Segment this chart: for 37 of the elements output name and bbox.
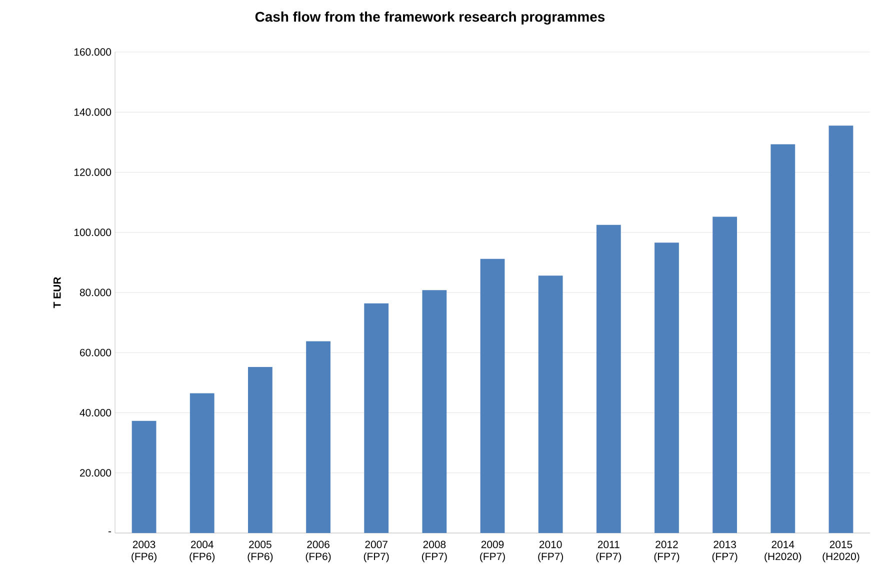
y-tick-label: 120.000 [74, 168, 112, 176]
x-tick-label: 2008 (FP7) [422, 540, 447, 562]
bar [190, 393, 214, 533]
bar [828, 126, 854, 533]
chart-title: Cash flow from the framework research programmes [255, 12, 605, 25]
y-tick-label: 160.000 [74, 48, 112, 56]
x-tick-label: 2012 (FP7) [654, 540, 680, 562]
x-tick-label: 2003 (FP6) [132, 540, 156, 562]
x-tick-label: 2014 (H2020) [764, 540, 802, 562]
bar [770, 144, 796, 533]
bar [422, 290, 447, 533]
bar [364, 303, 389, 533]
y-tick-label: 80.000 [80, 288, 112, 296]
x-tick-label: 2011 (FP7) [596, 540, 622, 562]
bar [538, 276, 563, 533]
bar [654, 242, 679, 533]
x-tick-label: 2004 (FP6) [190, 540, 215, 562]
y-tick-label: 20.000 [80, 469, 112, 477]
bar [132, 420, 156, 533]
bar [248, 367, 272, 533]
bar [306, 341, 330, 533]
x-tick-label: 2013 (FP7) [712, 540, 738, 562]
y-tick-label: 100.000 [74, 228, 112, 236]
y-tick-label: 40.000 [80, 409, 112, 416]
x-tick-label: 2007 (FP7) [364, 540, 389, 562]
y-tick-label: - [108, 531, 112, 532]
x-tick-label: 2005 (FP6) [248, 540, 273, 562]
x-tick-label: 2009 (FP7) [480, 540, 505, 562]
y-tick-label: 60.000 [80, 348, 112, 356]
x-tick-label: 2006 (FP6) [306, 540, 331, 562]
bar [480, 258, 505, 533]
y-axis-title: T EUR [54, 277, 61, 308]
bar [712, 216, 738, 533]
bar [596, 224, 621, 533]
x-tick-label: 2015 (H2020) [822, 540, 860, 562]
y-tick-label: 140.000 [74, 108, 112, 116]
x-tick-label: 2010 (FP7) [538, 540, 564, 562]
